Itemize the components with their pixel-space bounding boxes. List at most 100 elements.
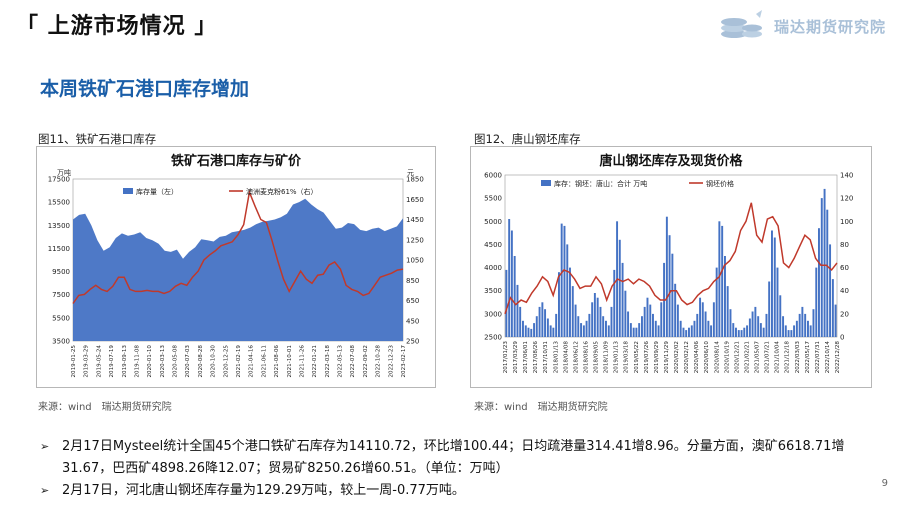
inventory-bar bbox=[820, 198, 823, 337]
inventory-bar bbox=[679, 320, 682, 337]
inventory-bar bbox=[627, 311, 630, 337]
y-right-tick-label: 0 bbox=[840, 334, 844, 342]
inventory-bar bbox=[768, 281, 771, 337]
company-logo bbox=[721, 10, 762, 38]
inventory-bar bbox=[668, 235, 671, 337]
inventory-bar bbox=[510, 230, 513, 337]
inventory-bar bbox=[754, 306, 757, 337]
inventory-bar bbox=[671, 253, 674, 337]
summary-bullets: ➢ 2月17日Mysteel统计全国45个港口铁矿石库存为14110.72，环比… bbox=[40, 436, 880, 502]
inventory-bar bbox=[701, 302, 704, 337]
x-tick-label: 2022-10-28 bbox=[376, 345, 382, 378]
inventory-bar bbox=[743, 327, 746, 337]
x-tick-label: 2020-12-25 bbox=[223, 345, 229, 378]
inventory-bar bbox=[724, 256, 726, 337]
x-tick-label: 2017/01/23 bbox=[503, 341, 509, 374]
inventory-bar bbox=[605, 320, 607, 337]
x-tick-label: 2022/03/03 bbox=[795, 341, 801, 374]
inventory-bar bbox=[541, 302, 544, 337]
inventory-bar bbox=[784, 325, 787, 337]
inventory-bar bbox=[657, 325, 660, 337]
x-tick-label: 2021/07/21 bbox=[765, 341, 771, 374]
inventory-bar bbox=[726, 286, 729, 337]
y-left-tick-label: 15500 bbox=[48, 199, 70, 207]
x-tick-label: 2019-05-24 bbox=[96, 345, 102, 378]
bullet-arrow-icon: ➢ bbox=[40, 440, 50, 453]
inventory-bar bbox=[737, 330, 740, 337]
inventory-bar bbox=[638, 323, 641, 337]
inventory-bar bbox=[593, 293, 596, 337]
y-left-tick-label: 3500 bbox=[52, 338, 70, 346]
inventory-bar bbox=[773, 237, 776, 337]
x-tick-label: 2022-01-21 bbox=[312, 345, 318, 378]
inventory-bar bbox=[765, 313, 768, 337]
x-tick-label: 2021-02-19 bbox=[236, 345, 242, 378]
inventory-bar bbox=[823, 188, 826, 337]
inventory-bar bbox=[751, 311, 754, 337]
x-tick-label: 2020/10/19 bbox=[724, 341, 730, 374]
x-tick-label: 2019-07-19 bbox=[109, 345, 115, 378]
y-right-tick-label: 250 bbox=[406, 338, 419, 346]
chart-title: 铁矿石港口库存与矿价 bbox=[170, 153, 302, 169]
page-subtitle: 本周铁矿石港口库存增加 bbox=[40, 78, 250, 100]
inventory-bar bbox=[580, 323, 583, 337]
inventory-bar bbox=[621, 262, 624, 337]
bullet-item: ➢ 2月17日，河北唐山钢坯库存量为129.29万吨，较上一周-0.77万吨。 bbox=[40, 480, 880, 502]
inventory-bar bbox=[549, 325, 552, 337]
inventory-bar bbox=[812, 309, 815, 337]
inventory-bar bbox=[693, 320, 696, 337]
inventory-bar bbox=[699, 297, 702, 337]
inventory-bar bbox=[649, 304, 652, 337]
inventory-bar bbox=[596, 297, 599, 337]
inventory-bar bbox=[646, 297, 649, 337]
inventory-bar bbox=[735, 327, 737, 337]
y-right-tick-label: 650 bbox=[406, 297, 419, 305]
inventory-bar bbox=[818, 228, 820, 337]
inventory-bar bbox=[555, 313, 558, 337]
inventory-bar bbox=[690, 325, 693, 337]
inventory-bar bbox=[516, 284, 519, 337]
inventory-bar bbox=[696, 313, 699, 337]
y-right-tick-label: 1850 bbox=[406, 176, 424, 184]
x-tick-label: 2020-08-28 bbox=[198, 345, 204, 378]
x-tick-label: 2019-09-13 bbox=[122, 345, 128, 378]
y-right-tick-label: 20 bbox=[840, 310, 849, 318]
figure-source-11: 来源：wind 瑞达期货研究院 bbox=[38, 402, 172, 413]
inventory-bar bbox=[519, 306, 522, 337]
inventory-bar bbox=[757, 316, 760, 337]
bullet-text: 2月17日Mysteel统计全国45个港口铁矿石库存为14110.72，环比增1… bbox=[62, 439, 845, 476]
right-unit-label: 元 bbox=[407, 169, 414, 177]
inventory-bar bbox=[732, 323, 735, 337]
inventory-bar bbox=[776, 267, 779, 337]
inventory-bar bbox=[535, 316, 538, 337]
inventory-bar bbox=[513, 256, 516, 337]
y-right-tick-label: 1250 bbox=[406, 236, 424, 244]
inventory-bar bbox=[721, 225, 724, 337]
x-tick-label: 2020/12/21 bbox=[734, 341, 740, 374]
inventory-bar bbox=[654, 320, 657, 337]
x-tick-label: 2019/09/29 bbox=[654, 341, 660, 374]
inventory-bar bbox=[759, 323, 762, 337]
x-tick-label: 2022/07/31 bbox=[815, 341, 821, 374]
inventory-bar bbox=[782, 316, 785, 337]
chart-title: 唐山钢坯库存及现货价格 bbox=[599, 153, 743, 169]
price-line-series bbox=[504, 202, 838, 315]
x-tick-label: 2017/10/31 bbox=[543, 341, 549, 374]
inventory-bar bbox=[552, 327, 555, 337]
y-right-tick-label: 60 bbox=[840, 264, 849, 272]
x-tick-label: 2020-03-13 bbox=[160, 345, 166, 378]
x-tick-label: 2022/10/14 bbox=[825, 341, 831, 374]
inventory-bar bbox=[546, 318, 549, 337]
legend-label-inventory: 库存量（左） bbox=[136, 187, 178, 196]
y-right-tick-label: 1650 bbox=[406, 196, 424, 204]
bullet-text: 2月17日，河北唐山钢坯库存量为129.29万吨，较上一周-0.77万吨。 bbox=[62, 483, 465, 498]
x-tick-label: 2019/07/26 bbox=[644, 341, 650, 374]
inventory-bar bbox=[574, 304, 577, 337]
y-right-tick-label: 450 bbox=[406, 317, 419, 325]
inventory-bar bbox=[505, 269, 508, 337]
inventory-bar bbox=[815, 267, 818, 337]
inventory-bar bbox=[544, 309, 547, 337]
figure-caption-11: 图11、铁矿石港口库存 bbox=[38, 132, 157, 146]
price-line-series bbox=[72, 189, 404, 304]
x-tick-label: 2021/05/07 bbox=[755, 341, 761, 374]
